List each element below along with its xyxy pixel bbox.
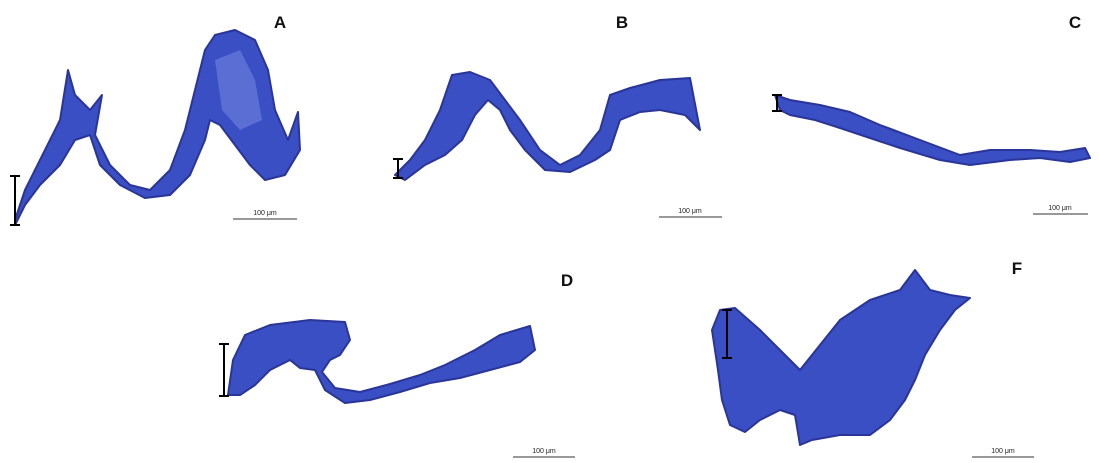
panel-label: F [1012, 259, 1022, 278]
scale-label: 100 μm [1048, 205, 1072, 212]
tissue-d [228, 320, 535, 403]
scale-label: 100 μm [532, 448, 556, 455]
panel-label: A [274, 13, 286, 32]
tissue-f [712, 270, 970, 445]
panel-label: B [616, 13, 628, 32]
tissue-c [775, 95, 1090, 165]
panel-label: D [561, 271, 573, 290]
thickness-marker [219, 344, 229, 396]
tissue-a [15, 30, 300, 225]
scale-label: 100 μm [991, 448, 1015, 455]
scale-label: 100 μm [678, 208, 702, 215]
panel-label: C [1069, 13, 1081, 32]
scale-label: 100 μm [253, 210, 277, 217]
tissue-b [395, 72, 700, 180]
figure: 100 μm 100 μm 100 μm 100 μm 100 μm A B C… [0, 0, 1099, 463]
